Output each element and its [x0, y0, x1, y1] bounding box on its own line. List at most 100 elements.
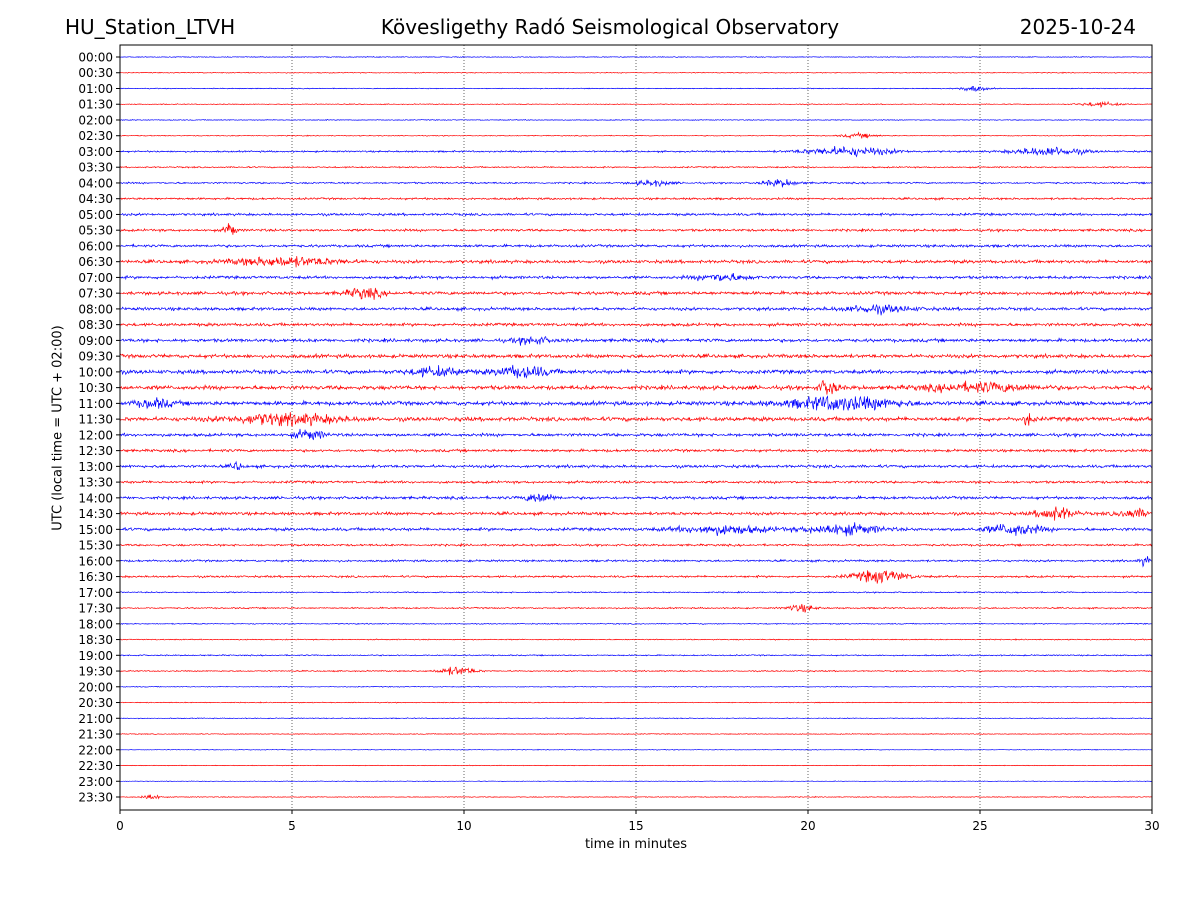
y-tick-label: 14:00: [78, 491, 113, 505]
y-tick-label: 12:00: [78, 428, 113, 442]
trace-1630: [120, 570, 1153, 584]
y-tick-label: 00:00: [78, 51, 113, 65]
trace-2100: [119, 717, 1153, 720]
trace-0900: [119, 335, 1153, 346]
trace-1700: [119, 590, 1152, 594]
y-tick-label: 17:00: [78, 586, 113, 600]
trace-1830: [119, 638, 1153, 641]
trace-2300: [119, 780, 1153, 783]
y-tick-label: 23:30: [78, 791, 113, 805]
trace-0730: [119, 287, 1153, 300]
y-tick-label: 13:30: [78, 476, 113, 490]
y-tick-label: 07:30: [78, 287, 113, 301]
y-tick-label: 18:30: [78, 633, 113, 647]
trace-0300: [119, 145, 1153, 158]
x-axis-label: time in minutes: [584, 837, 688, 852]
y-tick-label: 19:00: [78, 649, 113, 663]
chart-date: 2025-10-24: [1019, 15, 1136, 39]
trace-1200: [119, 428, 1153, 441]
y-tick-label: 05:00: [78, 208, 113, 222]
y-tick-label: 13:00: [78, 460, 113, 474]
trace-1230: [119, 447, 1153, 454]
trace-2200: [120, 748, 1153, 751]
trace-0200: [119, 119, 1153, 121]
trace-0030: [119, 71, 1153, 74]
y-tick-label: 06:30: [78, 255, 113, 269]
trace-1400: [119, 493, 1153, 502]
y-tick-label: 11:30: [78, 413, 113, 427]
y-tick-label: 10:30: [78, 381, 113, 395]
y-tick-label: 21:00: [78, 712, 113, 726]
trace-1330: [119, 479, 1153, 485]
x-tick-label: 20: [800, 819, 815, 833]
trace-1500: [119, 522, 1153, 537]
trace-1800: [119, 622, 1153, 625]
y-tick-label: 08:00: [78, 302, 113, 316]
trace-2030: [119, 701, 1152, 704]
y-tick-label: 04:30: [78, 192, 113, 206]
y-tick-label: 01:00: [78, 82, 113, 96]
y-tick-label: 11:00: [78, 397, 113, 411]
trace-0400: [120, 179, 1153, 188]
trace-0500: [119, 211, 1153, 217]
trace-0430: [119, 196, 1153, 201]
y-tick-label: 15:00: [78, 523, 113, 537]
trace-2230: [119, 764, 1153, 767]
station-name: HU_Station_LTVH: [65, 15, 236, 39]
y-tick-label: 15:30: [78, 539, 113, 553]
y-tick-label: 14:30: [78, 507, 113, 521]
y-tick-label: 09:30: [78, 350, 113, 364]
y-tick-label: 10:00: [78, 365, 113, 379]
trace-0330: [119, 165, 1153, 169]
y-tick-label: 20:00: [78, 680, 113, 694]
trace-0600: [119, 243, 1153, 249]
y-tick-label: 17:30: [78, 602, 113, 616]
y-tick-label: 19:30: [78, 665, 113, 679]
y-tick-label: 09:00: [78, 334, 113, 348]
x-tick-label: 0: [116, 819, 124, 833]
trace-2130: [119, 733, 1153, 736]
y-tick-label: 05:30: [78, 224, 113, 238]
y-tick-label: 23:00: [78, 775, 113, 789]
y-tick-label: 18:00: [78, 617, 113, 631]
trace-1730: [119, 603, 1153, 613]
trace-0130: [119, 100, 1153, 109]
x-tick-label: 15: [628, 819, 643, 833]
x-tick-label: 25: [972, 819, 987, 833]
trace-0800: [119, 303, 1153, 316]
trace-0630: [119, 256, 1153, 268]
trace-1130: [119, 412, 1153, 427]
trace-1300: [119, 460, 1153, 471]
trace-1430: [119, 506, 1153, 521]
y-tick-label: 20:30: [78, 696, 113, 710]
trace-0930: [119, 352, 1153, 360]
y-tick-label: 16:00: [78, 554, 113, 568]
y-tick-label: 01:30: [78, 98, 113, 112]
y-tick-label: 00:30: [78, 66, 113, 80]
y-tick-label: 04:00: [78, 176, 113, 190]
trace-0000: [119, 56, 1153, 59]
trace-1100: [120, 395, 1153, 411]
trace-0830: [119, 321, 1153, 329]
trace-0100: [119, 85, 1153, 92]
trace-1900: [119, 653, 1153, 657]
trace-1530: [119, 542, 1153, 548]
trace-1930: [120, 666, 1153, 676]
y-tick-label: 07:00: [78, 271, 113, 285]
trace-1030: [119, 379, 1153, 395]
x-tick-label: 30: [1144, 819, 1159, 833]
y-tick-label: 22:30: [78, 759, 113, 773]
y-tick-label: 22:00: [78, 743, 113, 757]
y-tick-label: 16:30: [78, 570, 113, 584]
trace-1000: [119, 364, 1153, 379]
x-tick-label: 5: [288, 819, 296, 833]
plot-frame: [119, 44, 1153, 811]
trace-0230: [119, 131, 1153, 140]
y-tick-label: 02:00: [78, 113, 113, 127]
trace-2330: [119, 794, 1153, 800]
trace-0700: [119, 272, 1153, 282]
y-tick-label: 03:00: [78, 145, 113, 159]
y-tick-label: 03:30: [78, 161, 113, 175]
x-tick-label: 10: [456, 819, 471, 833]
